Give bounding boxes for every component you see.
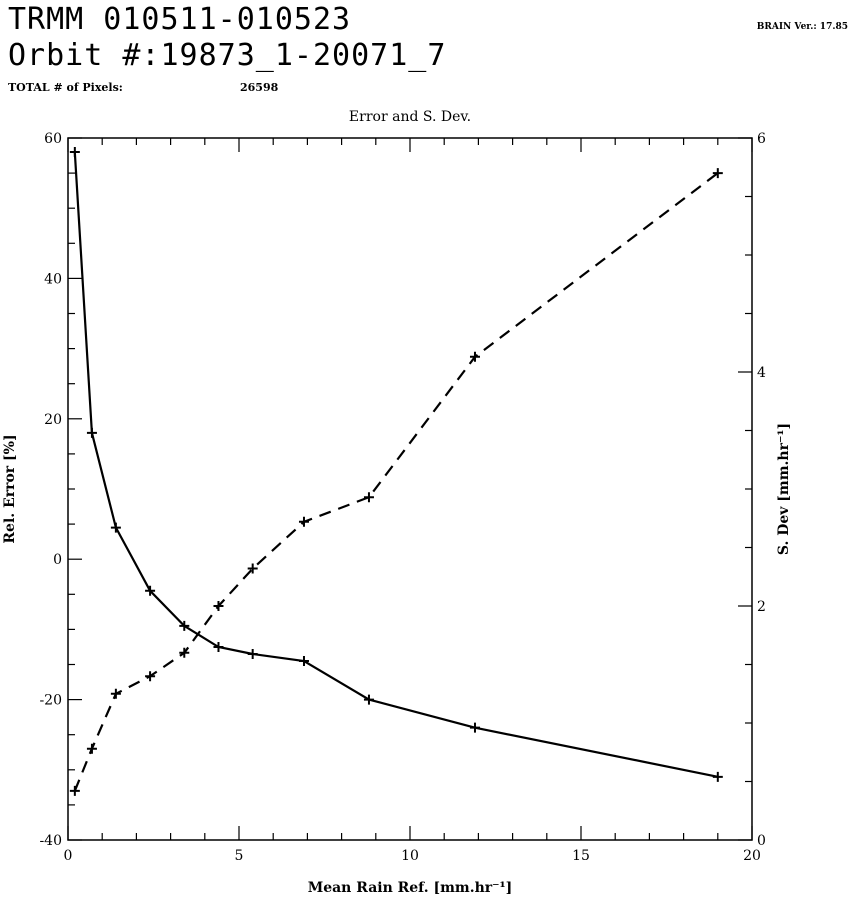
- y2-tick-label: 4: [757, 365, 766, 381]
- rel-error-point: [298, 655, 309, 666]
- sdev-point: [86, 743, 97, 754]
- sdev-point: [298, 516, 309, 527]
- sdev-point: [469, 351, 480, 362]
- rel-error-point: [213, 641, 224, 652]
- version-label: BRAIN Ver.: 17.85: [756, 22, 848, 32]
- chart-title: Error and S. Dev.: [349, 109, 471, 125]
- rel-error-point: [363, 694, 374, 705]
- y2-tick-label: 6: [757, 131, 766, 147]
- pixel-count-value: 26598: [240, 81, 279, 94]
- rel-error-line: [73, 151, 719, 778]
- y2-axis-label: S. Dev [mm.hr⁻¹]: [776, 423, 792, 555]
- sdev-point: [145, 671, 156, 682]
- rel-error-point: [712, 771, 723, 782]
- y-axis-label: Rel. Error [%]: [2, 434, 18, 543]
- rel-error-point: [145, 585, 156, 596]
- rel-error-point: [69, 147, 80, 158]
- y-tick-label: -40: [39, 833, 62, 849]
- y-tick-label: -20: [39, 693, 62, 709]
- sdev-point: [69, 785, 80, 796]
- rel-error-point: [247, 648, 258, 659]
- x-tick-label: 5: [235, 848, 244, 864]
- chart-header-line2: Orbit #:19873_1-20071_7: [8, 38, 447, 73]
- y-tick-label: 60: [44, 131, 62, 147]
- plot-frame: [67, 137, 753, 841]
- x-axis-label: Mean Rain Ref. [mm.hr⁻¹]: [308, 880, 513, 896]
- rel-error-point: [179, 620, 190, 631]
- y-tick-label: 0: [53, 552, 62, 568]
- chart-header-line1: TRMM 010511-010523: [8, 2, 352, 37]
- rel-error-point: [469, 722, 480, 733]
- y-tick-label: 40: [44, 271, 62, 287]
- sdev-point: [179, 647, 190, 658]
- sdev-point: [247, 563, 258, 574]
- sdev-point: [363, 492, 374, 503]
- y2-tick-label: 0: [757, 833, 766, 849]
- x-tick-label: 20: [743, 848, 761, 864]
- y-tick-label: 20: [44, 412, 62, 428]
- x-tick-label: 0: [64, 848, 73, 864]
- rel-error-point: [110, 522, 121, 533]
- x-tick-label: 15: [572, 848, 590, 864]
- sdev-line: [73, 172, 719, 792]
- x-tick-label: 10: [401, 848, 419, 864]
- sdev-point: [712, 168, 723, 179]
- sdev-point: [110, 688, 121, 699]
- y2-tick-label: 2: [757, 599, 766, 615]
- rel-error-point: [86, 427, 97, 438]
- sdev-point: [213, 601, 224, 611]
- pixel-count-row: TOTAL # of Pixels: 26598: [8, 81, 278, 94]
- pixel-count-label: TOTAL # of Pixels:: [8, 81, 123, 94]
